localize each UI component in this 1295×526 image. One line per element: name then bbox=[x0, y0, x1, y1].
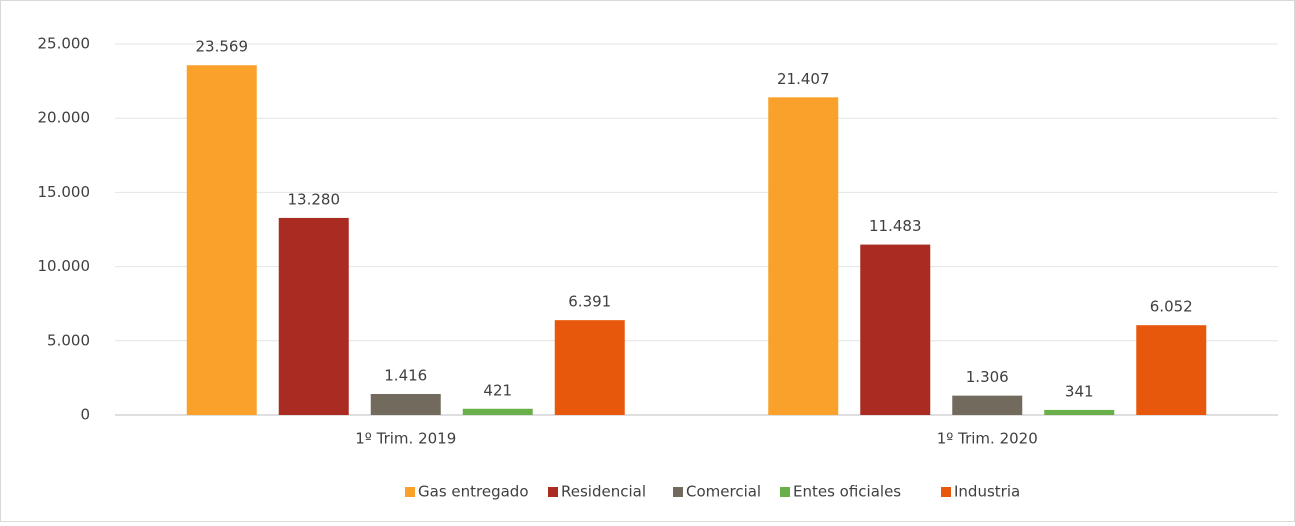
value-label: 11.483 bbox=[869, 217, 922, 235]
bar bbox=[768, 97, 839, 415]
y-tick-label: 25.000 bbox=[38, 35, 91, 53]
legend-swatch bbox=[673, 487, 683, 497]
value-label: 341 bbox=[1065, 382, 1094, 400]
legend-label: Residencial bbox=[561, 483, 646, 501]
value-label: 421 bbox=[483, 381, 512, 399]
bar bbox=[186, 65, 257, 416]
value-label: 1.416 bbox=[384, 366, 427, 384]
y-tick-label: 15.000 bbox=[38, 183, 91, 201]
bar bbox=[1136, 325, 1207, 415]
y-tick-label: 10.000 bbox=[38, 257, 91, 275]
legend-label: Gas entregado bbox=[418, 483, 529, 501]
x-tick-label: 1º Trim. 2019 bbox=[355, 430, 456, 448]
y-tick-label: 20.000 bbox=[38, 109, 91, 127]
x-tick-label: 1º Trim. 2020 bbox=[937, 430, 1038, 448]
value-label: 21.407 bbox=[777, 70, 830, 88]
value-label: 6.052 bbox=[1150, 298, 1193, 316]
y-tick-label: 5.000 bbox=[47, 331, 90, 349]
bar bbox=[1044, 409, 1115, 415]
value-label: 1.306 bbox=[966, 368, 1009, 386]
value-label: 13.280 bbox=[288, 190, 341, 208]
bar bbox=[278, 217, 349, 415]
bar bbox=[370, 393, 441, 415]
bar bbox=[462, 408, 533, 415]
legend-swatch bbox=[548, 487, 558, 497]
legend-swatch bbox=[405, 487, 415, 497]
value-label: 23.569 bbox=[196, 38, 249, 56]
y-tick-label: 0 bbox=[80, 406, 90, 424]
legend-label: Industria bbox=[954, 483, 1020, 501]
legend-swatch bbox=[780, 487, 790, 497]
legend-label: Entes oficiales bbox=[793, 483, 901, 501]
value-label: 6.391 bbox=[568, 293, 611, 311]
bar bbox=[952, 395, 1023, 415]
bar bbox=[860, 244, 931, 415]
legend-label: Comercial bbox=[686, 483, 761, 501]
legend-swatch bbox=[941, 487, 951, 497]
bar bbox=[554, 320, 625, 415]
